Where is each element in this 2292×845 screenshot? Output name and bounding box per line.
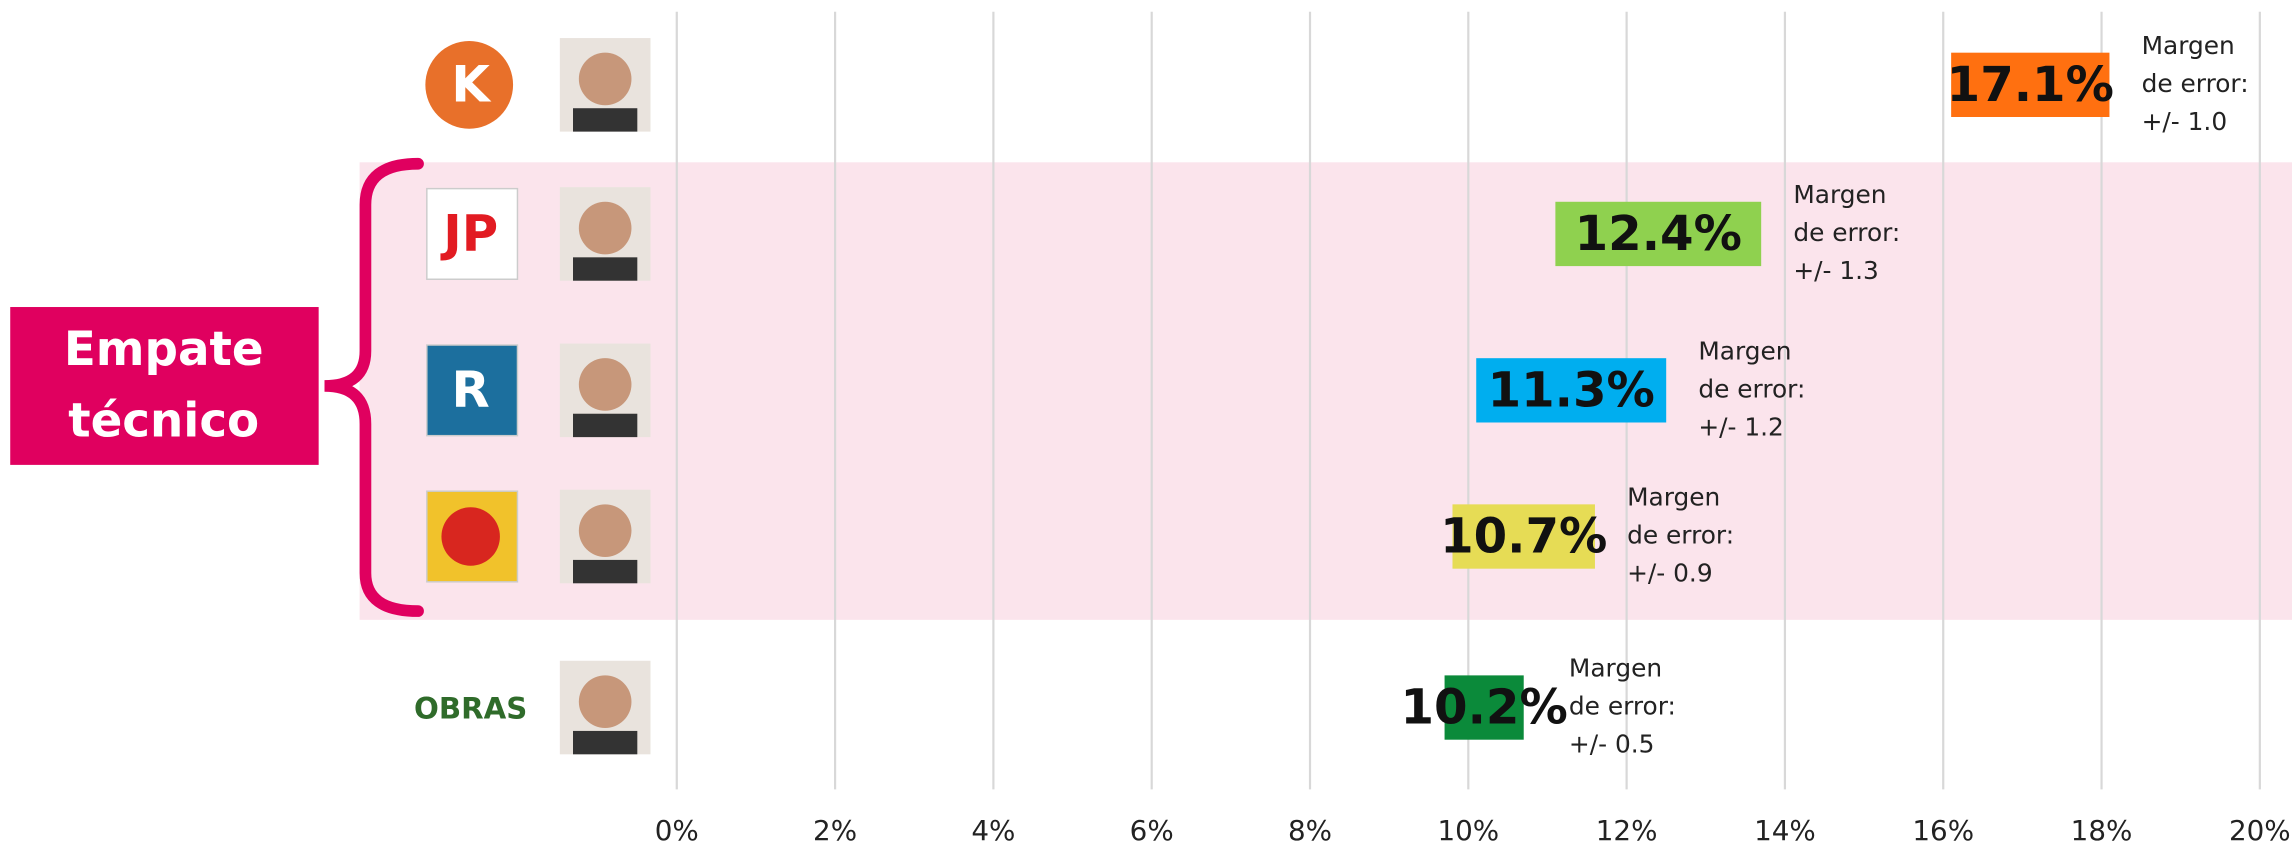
error-title: de error: [1793,218,1900,247]
x-tick-label: 12% [1596,814,1658,845]
x-tick-label: 8% [1288,814,1332,845]
error-title: Margen [2142,31,2235,60]
chart: Empate técnico 0% 2% 4% 6% 8% 10% 12% 14% 16% 18%… [0,0,2292,845]
candidate-face [579,675,632,728]
candidate-face [579,202,632,255]
x-tick-label: 16% [1912,814,1974,845]
x-tick-label: 4% [971,814,1015,845]
candidate-body [573,257,637,280]
error-title: Margen [1569,654,1662,683]
candidate-face [579,358,632,411]
error-title: de error: [1698,374,1805,403]
error-title: de error: [2142,69,2249,98]
candidate-body [573,414,637,437]
candidate-body [573,560,637,583]
error-title: de error: [1569,692,1676,721]
error-label: +/- 0.5 [1569,730,1655,759]
x-tick-label: 0% [655,814,699,845]
value-label: 12.4% [1575,206,1742,262]
error-title: de error: [1627,521,1734,550]
error-title: Margen [1698,336,1791,365]
x-tick-label: 18% [2071,814,2133,845]
x-tick-label: 14% [1754,814,1816,845]
error-title: Margen [1793,180,1886,209]
x-tick-label: 20% [2229,814,2291,845]
error-label: +/- 1.2 [1698,412,1784,441]
logo-text: R [452,361,490,419]
annotation: técnico [68,394,259,448]
x-tick-label: 2% [813,814,857,845]
error-title: Margen [1627,483,1720,512]
candidate-body [573,108,637,131]
party-logo [441,507,499,565]
logo-text: JP [440,204,498,262]
candidate-face [579,504,632,557]
x-tick-label: 10% [1437,814,1499,845]
value-label: 10.2% [1400,679,1567,735]
x-tick-label: 6% [1130,814,1174,845]
candidate-face [579,53,632,106]
error-label: +/- 1.3 [1793,256,1879,285]
logo-text: K [451,55,491,113]
error-label: +/- 0.9 [1627,559,1713,588]
candidate-body [573,731,637,754]
value-label: 10.7% [1440,508,1607,564]
value-label: 17.1% [1947,57,2114,113]
logo-text: OBRAS [414,691,527,725]
error-label: +/- 1.0 [2142,107,2228,136]
annotation: Empate [64,323,264,377]
value-label: 11.3% [1488,362,1655,418]
